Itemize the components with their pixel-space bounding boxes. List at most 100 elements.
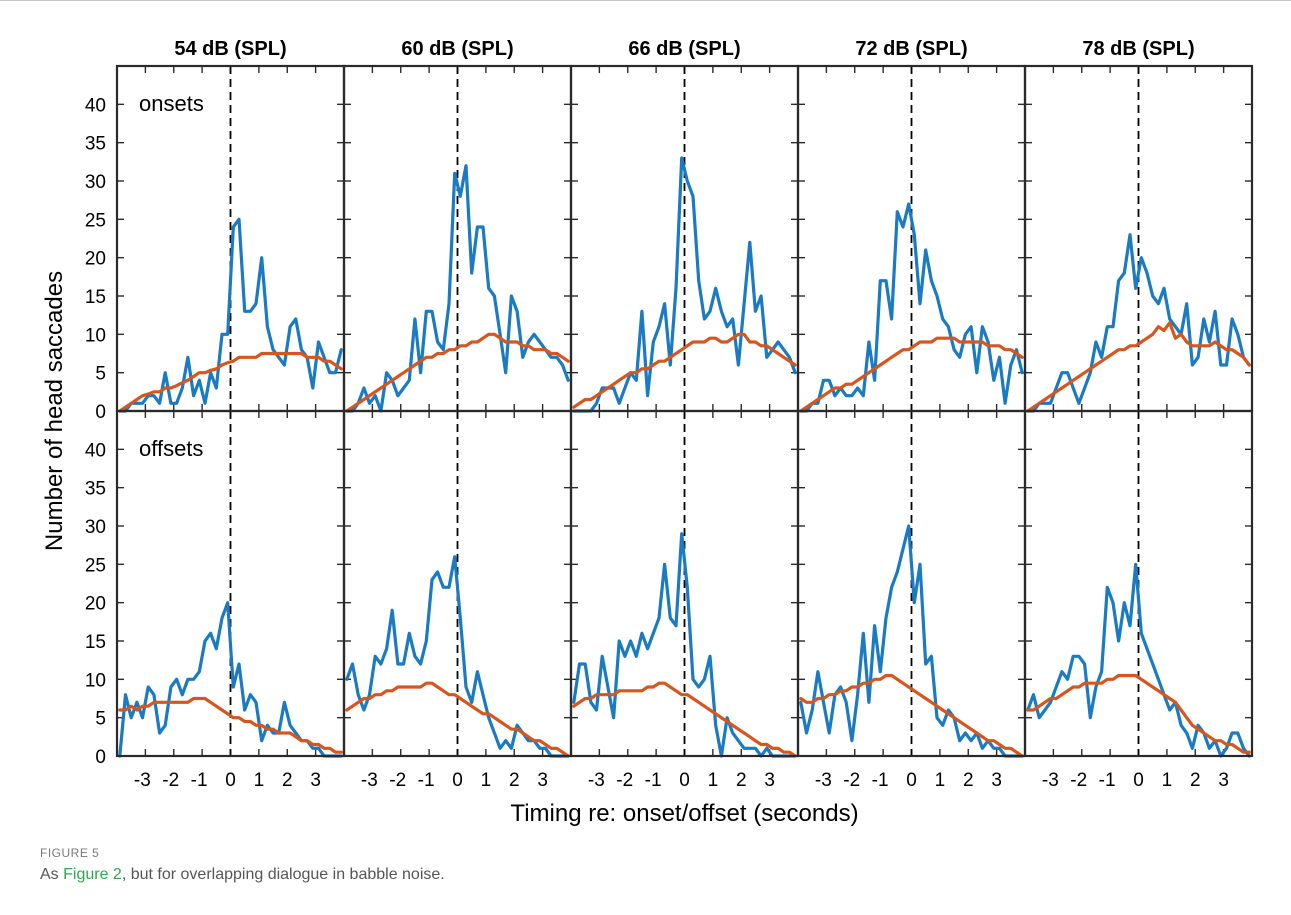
x-tick-label: -2 (843, 770, 860, 791)
y-tick-label: 15 (85, 287, 106, 308)
series-line-blue (345, 555, 570, 758)
series-line-orange (345, 681, 570, 758)
x-tick-label: 1 (481, 770, 492, 791)
x-tick-label: -2 (616, 770, 633, 791)
x-tick-label: -3 (361, 770, 378, 791)
y-tick-label: 20 (85, 594, 106, 615)
x-tick-label: -3 (1042, 770, 1059, 791)
x-tick-label: 2 (1190, 770, 1201, 791)
panel-r1-c0 (115, 409, 346, 758)
x-tick-label: 3 (310, 770, 321, 791)
y-tick-label: 0 (95, 747, 106, 768)
series-line-blue (1026, 233, 1251, 413)
panel-r1-c4 (1023, 409, 1254, 758)
series-line-blue (572, 156, 797, 413)
series-line-orange (799, 673, 1024, 758)
figure-2-link[interactable]: Figure 2 (63, 866, 122, 883)
series-line-blue (572, 532, 797, 758)
x-tick-label: -1 (191, 770, 208, 791)
panel-r0-c1 (342, 64, 573, 413)
figure-label: FIGURE 5 (40, 846, 100, 860)
panel-r0-c3 (796, 64, 1027, 413)
y-tick-label: 35 (85, 134, 106, 155)
y-tick-label: 0 (95, 402, 106, 423)
panel-r0-c2 (569, 64, 800, 413)
x-tick-label: -1 (645, 770, 662, 791)
y-tick-label: 10 (85, 325, 106, 346)
series-line-blue (799, 524, 1024, 758)
y-tick-label: 25 (85, 555, 106, 576)
x-tick-label: 3 (991, 770, 1002, 791)
column-title-78-db-spl: 78 dB (SPL) (1082, 38, 1194, 60)
column-title-66-db-spl: 66 dB (SPL) (628, 38, 740, 60)
series-line-blue (118, 601, 343, 758)
y-tick-label: 5 (95, 709, 106, 730)
x-tick-label: 2 (963, 770, 974, 791)
x-tick-label: 3 (537, 770, 548, 791)
x-tick-label: 0 (679, 770, 690, 791)
x-tick-label: 3 (1218, 770, 1229, 791)
series-line-orange (572, 681, 797, 758)
row-label-onsets: onsets (139, 91, 204, 116)
x-tick-label: -3 (134, 770, 151, 791)
x-tick-label: 0 (1133, 770, 1144, 791)
y-tick-label: 5 (95, 364, 106, 385)
y-tick-label: 35 (85, 479, 106, 500)
caption-text-after: , but for overlapping dialogue in babble… (121, 866, 445, 883)
line-chart-grid: 54 dB (SPL) 60 dB (SPL) 66 dB (SPL) 72 dB (… (41, 38, 1254, 827)
row-label-offsets: offsets (139, 436, 203, 461)
x-tick-label: 1 (708, 770, 719, 791)
x-tick-label: 2 (282, 770, 293, 791)
series-line-orange (1026, 673, 1251, 754)
figure-caption: FIGURE 5 As Figure 2, but for overlappin… (40, 846, 1260, 884)
caption-text: As Figure 2, but for overlapping dialogu… (40, 866, 1260, 884)
column-title-72-db-spl: 72 dB (SPL) (855, 38, 967, 60)
y-tick-label: 30 (85, 172, 106, 193)
x-tick-label: 0 (906, 770, 917, 791)
panel-r1-c3 (796, 409, 1027, 758)
x-tick-label: -3 (588, 770, 605, 791)
y-tick-label: 40 (85, 440, 106, 461)
panel-r1-c1 (342, 409, 573, 758)
panel-frame (1023, 409, 1254, 758)
series-line-blue (345, 164, 570, 413)
series-line-orange (118, 351, 343, 413)
x-axis-label: Timing re: onset/offset (seconds) (510, 800, 858, 827)
x-tick-label: 3 (764, 770, 775, 791)
x-tick-label: -1 (418, 770, 435, 791)
y-tick-label: 25 (85, 210, 106, 231)
series-line-orange (799, 336, 1024, 413)
column-title-60-db-spl: 60 dB (SPL) (401, 38, 513, 60)
x-tick-label: 0 (452, 770, 463, 791)
x-tick-label: 1 (935, 770, 946, 791)
x-tick-label: 1 (254, 770, 265, 791)
panel-r0-c0 (115, 64, 346, 413)
y-tick-label: 40 (85, 95, 106, 116)
column-title-54-db-spl: 54 dB (SPL) (174, 38, 286, 60)
x-tick-label: -1 (872, 770, 889, 791)
series-line-blue (1026, 562, 1251, 758)
y-tick-label: 15 (85, 632, 106, 653)
x-tick-label: -1 (1099, 770, 1116, 791)
x-tick-label: -2 (1070, 770, 1087, 791)
panel-r1-c2 (569, 409, 800, 758)
y-tick-label: 10 (85, 670, 106, 691)
y-tick-label: 30 (85, 517, 106, 538)
x-tick-label: 2 (736, 770, 747, 791)
y-tick-label: 20 (85, 249, 106, 270)
x-tick-label: 0 (225, 770, 236, 791)
x-tick-label: 2 (509, 770, 520, 791)
series-line-orange (572, 332, 797, 409)
caption-text-before: As (40, 866, 64, 883)
panel-r0-c4 (1023, 64, 1254, 413)
figure: 54 dB (SPL) 60 dB (SPL) 66 dB (SPL) 72 dB (… (41, 38, 1254, 827)
series-line-blue (799, 202, 1024, 413)
top-rule (0, 0, 1291, 1)
x-tick-label: -3 (815, 770, 832, 791)
x-tick-label: 1 (1162, 770, 1173, 791)
y-axis-label: Number of head saccades (41, 271, 68, 551)
series-line-orange (118, 696, 343, 754)
series-line-orange (345, 332, 570, 413)
series-line-orange (1026, 321, 1251, 413)
x-tick-label: -2 (389, 770, 406, 791)
